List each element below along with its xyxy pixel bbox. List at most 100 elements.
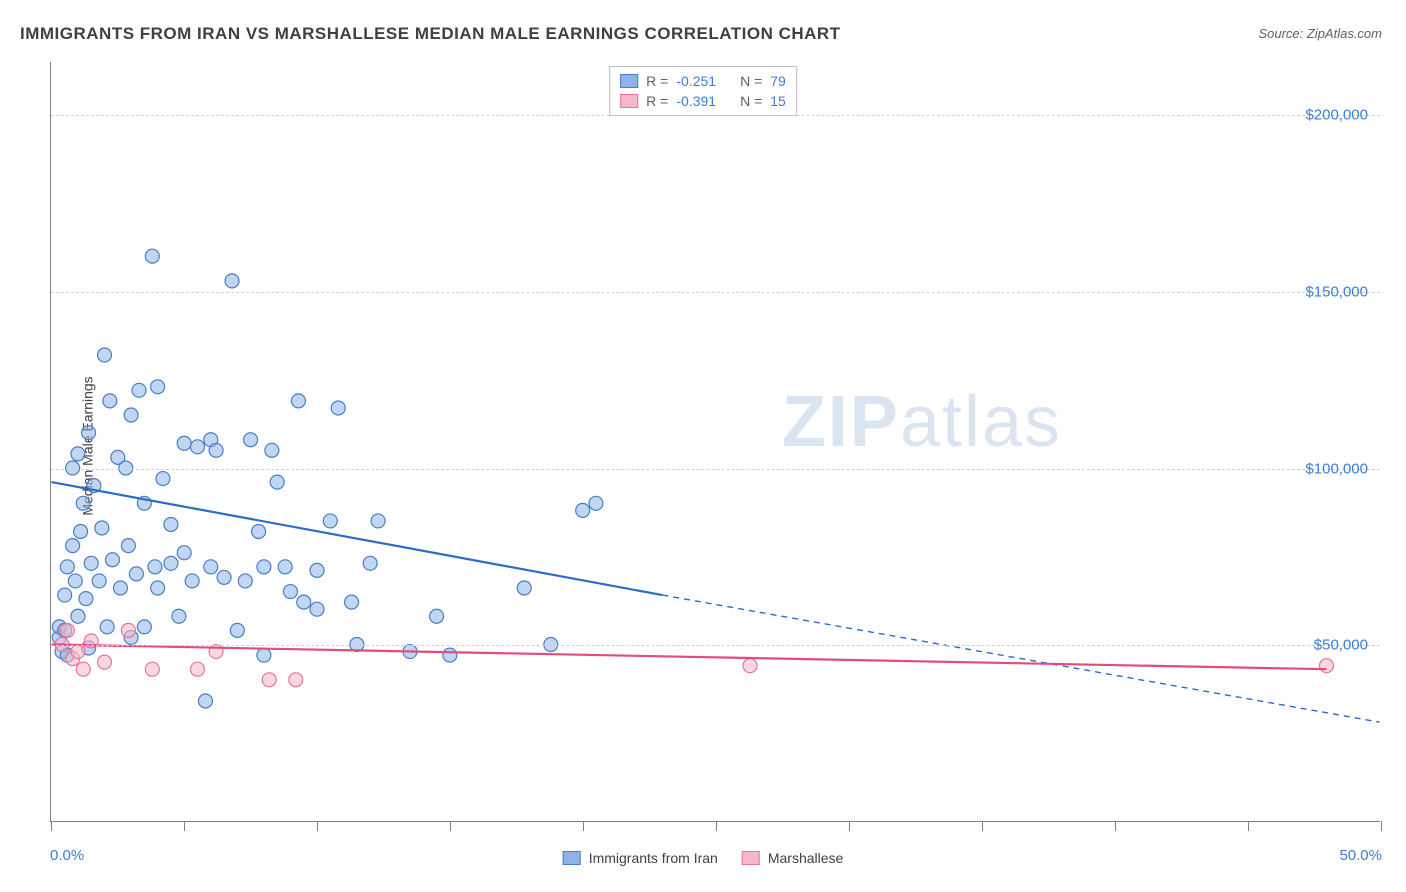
data-point [103, 394, 117, 408]
data-point [84, 556, 98, 570]
data-point [177, 546, 191, 560]
data-point [262, 673, 276, 687]
data-point [100, 620, 114, 634]
legend-swatch [620, 94, 638, 108]
data-point [164, 517, 178, 531]
data-point [105, 553, 119, 567]
n-value: 79 [770, 73, 786, 89]
data-point [345, 595, 359, 609]
data-point [98, 348, 112, 362]
legend-series-item: Marshallese [742, 850, 843, 866]
legend-swatch [620, 74, 638, 88]
correlation-legend: R =-0.251N =79R =-0.391N =15 [609, 66, 797, 116]
n-value: 15 [770, 93, 786, 109]
x-tick [716, 821, 717, 831]
x-tick [1381, 821, 1382, 831]
data-point [257, 560, 271, 574]
data-point [145, 249, 159, 263]
data-point [95, 521, 109, 535]
r-value: -0.251 [676, 73, 716, 89]
legend-swatch [563, 851, 581, 865]
n-label: N = [740, 93, 762, 109]
x-tick [1248, 821, 1249, 831]
source-name: ZipAtlas.com [1307, 26, 1382, 41]
trend-line [51, 482, 662, 595]
x-tick [583, 821, 584, 831]
data-point [283, 585, 297, 599]
data-point [198, 694, 212, 708]
data-point [238, 574, 252, 588]
x-tick [1115, 821, 1116, 831]
data-point [291, 394, 305, 408]
data-point [60, 623, 74, 637]
x-tick [51, 821, 52, 831]
data-point [576, 503, 590, 517]
data-point [190, 440, 204, 454]
data-point [151, 581, 165, 595]
series-legend: Immigrants from Iran Marshallese [563, 850, 844, 866]
chart-plot-area: ZIPatlas $50,000$100,000$150,000$200,000 [50, 62, 1380, 822]
data-point [66, 539, 80, 553]
data-point [371, 514, 385, 528]
data-point [79, 592, 93, 606]
y-tick-label: $200,000 [1305, 107, 1368, 124]
data-point [310, 602, 324, 616]
chart-title: IMMIGRANTS FROM IRAN VS MARSHALLESE MEDI… [20, 24, 841, 44]
data-point [121, 539, 135, 553]
data-point [113, 581, 127, 595]
legend-series-label: Immigrants from Iran [589, 850, 718, 866]
data-point [156, 472, 170, 486]
data-point [589, 496, 603, 510]
data-point [68, 574, 82, 588]
source-prefix: Source: [1258, 26, 1306, 41]
data-point [92, 574, 106, 588]
gridline [51, 469, 1380, 470]
data-point [252, 525, 266, 539]
y-tick-label: $100,000 [1305, 460, 1368, 477]
x-tick [184, 821, 185, 831]
data-point [363, 556, 377, 570]
data-point [185, 574, 199, 588]
x-axis-max-label: 50.0% [1339, 847, 1382, 864]
x-tick [450, 821, 451, 831]
x-tick [317, 821, 318, 831]
data-point [323, 514, 337, 528]
data-point [82, 426, 96, 440]
y-tick-label: $50,000 [1314, 637, 1368, 654]
data-point [209, 443, 223, 457]
scatter-svg [51, 62, 1380, 821]
data-point [225, 274, 239, 288]
legend-series-item: Immigrants from Iran [563, 850, 718, 866]
data-point [230, 623, 244, 637]
data-point [257, 648, 271, 662]
data-point [71, 447, 85, 461]
data-point [265, 443, 279, 457]
data-point [331, 401, 345, 415]
data-point [74, 525, 88, 539]
data-point [743, 659, 757, 673]
r-label: R = [646, 73, 668, 89]
data-point [289, 673, 303, 687]
data-point [58, 588, 72, 602]
data-point [124, 408, 138, 422]
data-point [137, 620, 151, 634]
data-point [443, 648, 457, 662]
data-point [60, 560, 74, 574]
source-attribution: Source: ZipAtlas.com [1258, 26, 1382, 41]
data-point [190, 662, 204, 676]
legend-series-label: Marshallese [768, 850, 843, 866]
data-point [98, 655, 112, 669]
data-point [148, 560, 162, 574]
data-point [71, 609, 85, 623]
data-point [310, 563, 324, 577]
trend-line [51, 644, 1326, 669]
data-point [172, 609, 186, 623]
data-point [76, 662, 90, 676]
data-point [76, 496, 90, 510]
data-point [278, 560, 292, 574]
r-value: -0.391 [676, 93, 716, 109]
data-point [430, 609, 444, 623]
legend-correlation-row: R =-0.251N =79 [620, 71, 786, 91]
x-tick [849, 821, 850, 831]
data-point [244, 433, 258, 447]
